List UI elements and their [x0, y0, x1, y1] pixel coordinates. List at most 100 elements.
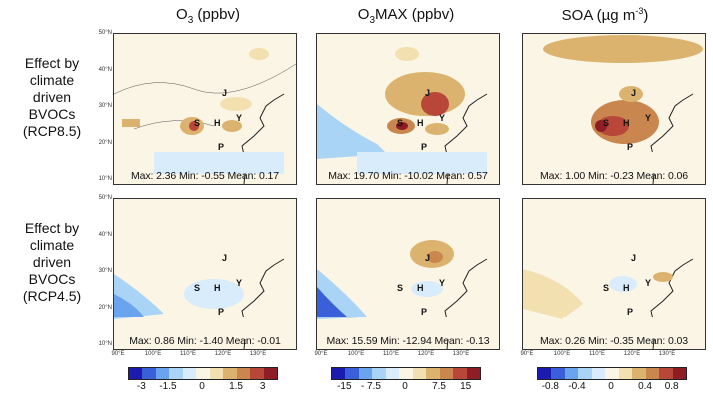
- city-label-h: H: [417, 283, 424, 293]
- colorbar-swatch: [358, 368, 373, 379]
- colorbar-tick: 0.4: [638, 381, 652, 392]
- colorbar-swatch: [605, 368, 619, 379]
- city-label-j: J: [425, 253, 431, 263]
- colorbar-swatch: [645, 368, 660, 379]
- city-label-s: S: [194, 118, 201, 128]
- lon-label: 90°E: [314, 351, 328, 357]
- colorbar-swatch: [618, 368, 633, 379]
- colorbar-swatch: [332, 368, 346, 379]
- colorbar-swatch: [169, 368, 183, 379]
- colorbar-swatch: [236, 368, 251, 379]
- lon-label: 90°E: [111, 351, 125, 357]
- colorbar-swatch: [672, 368, 686, 379]
- panel-stats: Max: 15.59 Min: -12.94 Mean: -0.13: [326, 335, 490, 347]
- lon-label: 130°E: [658, 351, 676, 357]
- lon-label: 110°E: [180, 351, 196, 357]
- colorbar-swatch: [129, 368, 143, 379]
- city-label-h: H: [623, 283, 630, 293]
- city-label-j: J: [425, 88, 431, 98]
- colorbar-o3: [128, 367, 278, 380]
- lon-label: 130°E: [452, 351, 470, 357]
- city-label-j: J: [222, 88, 228, 98]
- city-label-y: Y: [645, 113, 652, 123]
- map-panel-soa-rcp85: J S H Y P Max: 1.00 Min: -0.23 Mean: 0.0…: [522, 33, 706, 185]
- colorbar-swatch: [564, 368, 579, 379]
- city-label-p: P: [627, 307, 634, 317]
- city-label-j: J: [222, 253, 228, 263]
- colorbar-swatch: [591, 368, 606, 379]
- city-label-y: Y: [439, 113, 446, 123]
- colorbar-tick: 0: [199, 381, 205, 392]
- colorbar-tick: -15: [337, 381, 352, 392]
- lat-label: 30°N: [98, 103, 112, 109]
- panel-stats: Max: 2.36 Min: -0.55 Mean: 0.17: [130, 170, 280, 182]
- lat-label: 50°N: [98, 30, 112, 36]
- lon-label: 90°E: [520, 351, 534, 357]
- map-svg: [317, 240, 488, 349]
- map-svg: [543, 35, 703, 184]
- colorbar-swatch: [385, 368, 400, 379]
- lon-label: 130°E: [249, 351, 267, 357]
- colorbar-tick: 1.5: [229, 381, 243, 392]
- colorbar-tick: -3: [136, 381, 146, 392]
- lat-label: 40°N: [98, 67, 112, 73]
- colorbar-swatch: [209, 368, 224, 379]
- lon-label: 120°E: [214, 351, 232, 357]
- colorbar-swatch: [453, 368, 467, 379]
- colorbar-swatch: [439, 368, 454, 379]
- colorbar-tick: -1.5: [159, 381, 177, 392]
- colorbar-swatch: [538, 368, 552, 379]
- colorbar-tick: 0: [402, 381, 408, 392]
- colorbar-swatch: [466, 368, 480, 379]
- colorbar-swatch: [632, 368, 646, 379]
- map-panel-o3max-rcp85: J S H Y P Max: 19.70 Min: -10.02 Mean: 0…: [316, 33, 500, 185]
- city-label-p: P: [627, 142, 634, 152]
- lat-label: 40°N: [98, 232, 112, 238]
- row-label-rcp85: Effect by climate driven BVOCs (RCP8.5): [22, 55, 82, 139]
- panel-stats: Max: 0.86 Min: -1.40 Mean: -0.01: [129, 335, 281, 347]
- map-svg: [114, 258, 285, 349]
- city-label-s: S: [397, 283, 404, 293]
- lat-label: 20°N: [98, 140, 112, 146]
- map-svg: [114, 48, 296, 184]
- colorbar-tick: 15: [460, 381, 472, 392]
- colorbar-ticks-soa: -0.8 -0.4 0 0.4 0.8: [537, 381, 685, 393]
- colorbar-swatch: [426, 368, 440, 379]
- panel-stats: Max: 19.70 Min: -10.02 Mean: 0.57: [328, 170, 488, 182]
- city-label-p: P: [421, 307, 428, 317]
- colorbar-swatch: [372, 368, 386, 379]
- column-title-soa: SOA (µg m-3): [561, 6, 649, 24]
- city-label-y: Y: [236, 278, 243, 288]
- colorbar-swatch: [578, 368, 592, 379]
- map-panel-o3-rcp85: J S H Y P Max: 2.36 Min: -0.55 Mean: 0.1…: [113, 33, 297, 185]
- city-label-p: P: [421, 142, 428, 152]
- colorbar-tick: 0: [608, 381, 614, 392]
- city-label-y: Y: [439, 278, 446, 288]
- map-panel-o3max-rcp45: J S H Y P Max: 15.59 Min: -12.94 Mean: -…: [316, 198, 500, 350]
- city-label-h: H: [214, 283, 221, 293]
- colorbar-swatch: [263, 368, 277, 379]
- colorbar-tick: 7.5: [432, 381, 446, 392]
- colorbar-swatch: [155, 368, 170, 379]
- colorbar-swatch: [223, 368, 237, 379]
- lon-label: 110°E: [383, 351, 399, 357]
- city-label-s: S: [397, 118, 404, 128]
- colorbar-tick: -0.8: [541, 381, 559, 392]
- lat-label: 20°N: [98, 305, 112, 311]
- colorbar-tick: - 7.5: [360, 381, 381, 392]
- panel-stats: Max: 1.00 Min: -0.23 Mean: 0.06: [539, 170, 689, 182]
- colorbar-soa: [537, 367, 687, 380]
- city-label-y: Y: [236, 113, 243, 123]
- colorbar-tick: 0.8: [664, 381, 679, 392]
- colorbar-swatch: [196, 368, 210, 379]
- colorbar-swatch: [182, 368, 197, 379]
- lat-label: 30°N: [98, 268, 112, 274]
- colorbar-swatch: [399, 368, 413, 379]
- city-label-h: H: [417, 118, 424, 128]
- panel-stats: Max: 0.26 Min: -0.35 Mean: 0.03: [539, 335, 689, 347]
- lon-label: 100°E: [347, 351, 365, 357]
- colorbar-swatch: [250, 368, 264, 379]
- colorbar-swatch: [412, 368, 427, 379]
- map-panel-soa-rcp45: J S H Y P Max: 0.26 Min: -0.35 Mean: 0.0…: [522, 198, 706, 350]
- map-svg: [317, 47, 488, 184]
